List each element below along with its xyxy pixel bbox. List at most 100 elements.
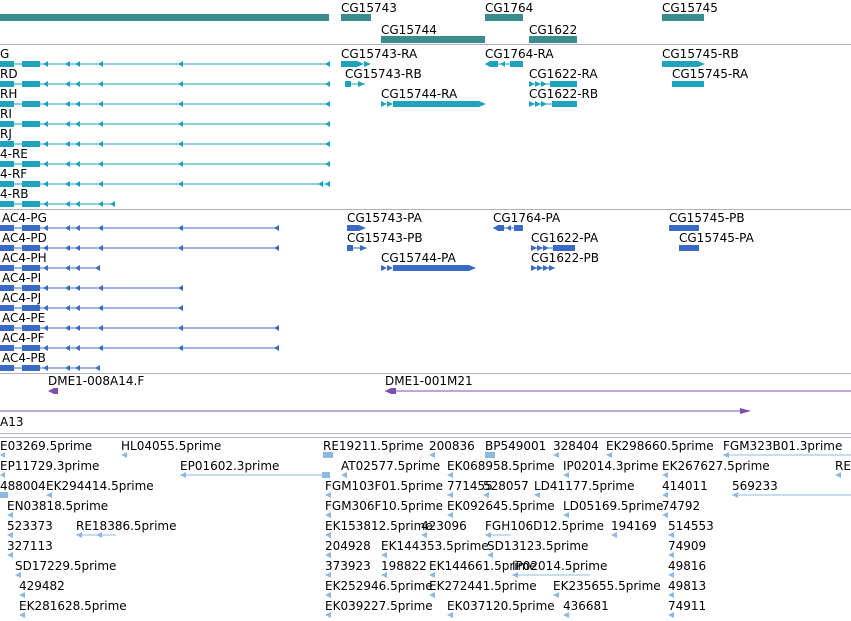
est-label: 436681 [563,599,609,613]
protein-feature[interactable] [0,265,100,271]
est-label: EK272441.5prime [429,579,537,593]
est-label: EK267627.5prime [662,459,770,473]
est-label: EK298660.5prime [606,439,714,453]
mrna-label: CG15743-RB [345,67,422,81]
est-track[interactable] [0,452,851,618]
mrna-transcript[interactable] [672,81,704,87]
est-label: 74911 [668,599,706,613]
est-label: EK294414.5prime [46,479,154,493]
est-label: EK153812.5prime [325,519,433,533]
protein-feature[interactable] [493,225,523,231]
est-row-3[interactable] [0,492,851,498]
protein-feature[interactable] [0,365,100,371]
mrna-label: CG1622-RA [529,67,598,81]
est-row-8[interactable] [19,592,674,598]
clone-feature[interactable] [48,388,58,394]
mrna-transcript[interactable] [381,101,486,107]
mrna-label: CG15745-RA [672,67,749,81]
mrna-label: RD [0,67,18,81]
est-row-9[interactable] [19,612,674,618]
mrna-label: CG15744-RA [381,87,458,101]
protein-feature[interactable] [381,265,476,271]
protein-feature[interactable] [0,325,279,331]
mrna-transcript[interactable] [0,141,330,147]
protein-feature[interactable] [0,245,279,251]
est-label: 204928 [325,539,371,553]
protein-feature[interactable] [669,225,699,231]
protein-feature[interactable] [347,225,366,231]
protein-feature[interactable] [347,245,367,251]
protein-feature[interactable] [679,245,699,251]
est-label: EP11729.3prime [0,459,99,473]
est-label: SD13123.5prime [487,539,588,553]
gene-feature-bar[interactable] [529,36,577,43]
est-row-4[interactable] [7,512,668,518]
mrna-transcript[interactable] [0,201,115,207]
est-label: LD41177.5prime [534,479,635,493]
mrna-label: RI [0,107,12,121]
mrna-transcript[interactable] [341,61,371,67]
mrna-transcript[interactable] [0,121,330,127]
mrna-transcript[interactable] [0,101,330,107]
clone-label: DME1-008A14.F [48,374,144,388]
gene-label: CG15745 [662,1,718,15]
clone-feature[interactable] [0,408,751,414]
gene-feature-bar[interactable] [662,14,704,21]
mrna-transcript[interactable] [662,61,705,67]
mrna-track[interactable] [0,61,705,207]
est-label: EK235655.5prime [553,579,661,593]
protein-feature[interactable] [0,345,279,351]
protein-label: CG15745-PB [669,211,745,225]
est-label: FGH106D12.5prime [485,519,604,533]
est-label: RE [835,459,851,473]
est-label: EK037120.5prime [447,599,555,613]
protein-feature[interactable] [0,225,279,231]
est-label: LD05169.5prime [563,499,664,513]
mrna-transcript[interactable] [529,101,577,107]
mrna-transcript[interactable] [0,81,330,87]
est-label: 528057 [483,479,529,493]
gene-feature-bar[interactable] [485,14,523,21]
mrna-transcript[interactable] [529,81,577,87]
est-label: 194169 [611,519,657,533]
mrna-label: 4-RE [0,147,28,161]
gene-feature-bar[interactable] [381,36,485,43]
protein-label: AC4-PH [2,251,47,265]
mrna-label: CG1622-RB [529,87,598,101]
protein-feature[interactable] [0,285,183,291]
est-label: RE19211.5prime [323,439,424,453]
protein-label: CG15743-PA [347,211,423,225]
est-row-1[interactable] [0,452,851,458]
gene-feature-bar[interactable] [0,14,329,21]
est-label: 373923 [325,559,371,573]
mrna-transcript[interactable] [0,181,330,187]
protein-feature[interactable] [0,305,183,311]
est-label: EK039227.5prime [325,599,433,613]
est-label: EP01602.3prime [180,459,279,473]
est-row-2[interactable] [0,472,841,478]
est-label: 74909 [668,539,706,553]
mrna-transcript[interactable] [0,161,330,167]
clone-track[interactable] [0,388,851,414]
est-row-6[interactable] [7,552,674,558]
est-label: 49813 [668,579,706,593]
gene-feature-bar[interactable] [341,14,371,21]
est-label: EK068958.5prime [447,459,555,473]
est-row-5[interactable] [7,532,674,538]
est-label: FGM306F10.5prime [325,499,443,513]
protein-label: CG1764-PA [493,211,561,225]
mrna-transcript[interactable] [485,61,523,67]
protein-feature[interactable] [531,265,555,271]
est-row-7[interactable] [15,572,674,578]
gene-track[interactable] [0,14,704,43]
mrna-transcript[interactable] [345,81,365,87]
protein-track[interactable] [0,225,699,371]
protein-feature[interactable] [531,245,575,251]
clone-label: DME1-001M21 [385,374,473,388]
clone-feature[interactable] [385,388,851,394]
protein-label: AC4-PD [2,231,47,245]
mrna-label: G [0,47,9,61]
mrna-transcript[interactable] [0,61,330,67]
est-label: 423096 [421,519,467,533]
